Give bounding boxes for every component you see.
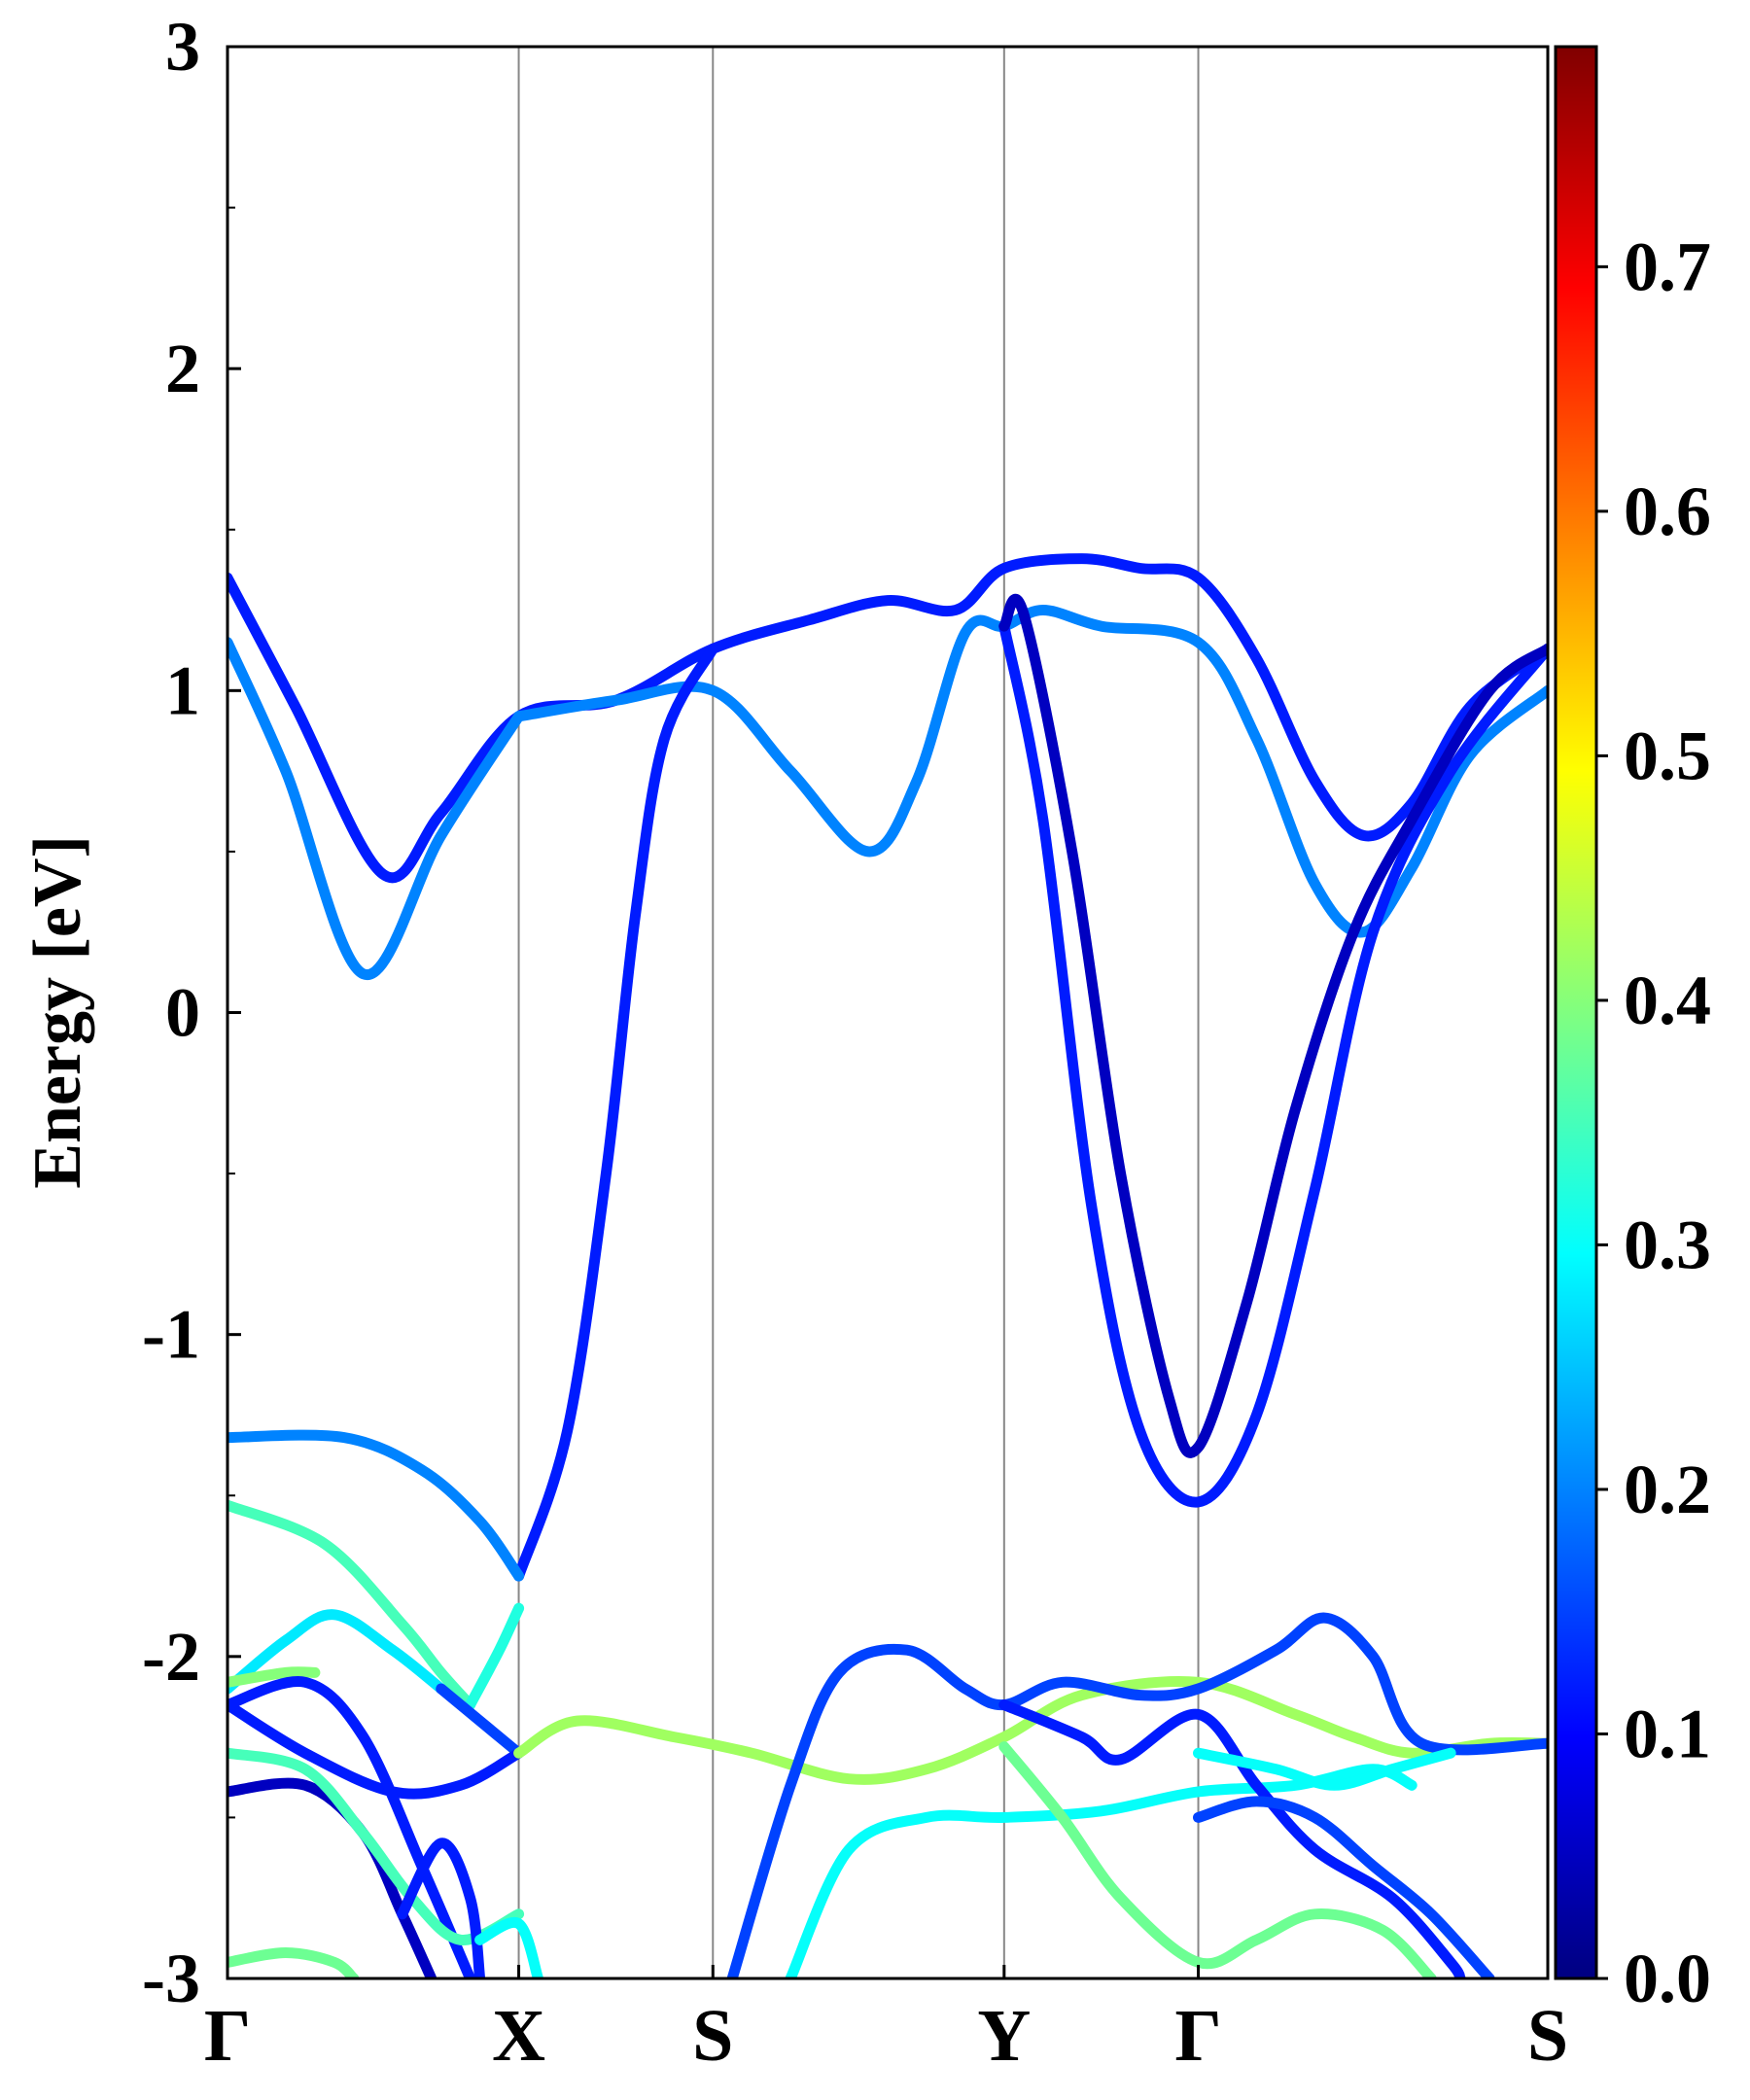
colorbar-gradient (1554, 45, 1598, 1980)
colorbar-tick-label: 0.4 (1624, 962, 1711, 1039)
y-tick-label: 1 (165, 651, 200, 729)
x-tick-label: S (1527, 1995, 1568, 2077)
kpoint-grid-lines (517, 47, 1200, 1978)
y-tick-label: -2 (142, 1618, 200, 1696)
x-tick-label: S (692, 1995, 733, 2077)
colorbar: 0.0 0.1 0.2 0.3 0.4 0.5 0.6 0.7 (1554, 45, 1711, 2017)
colorbar-tick-label: 0.2 (1624, 1451, 1711, 1528)
y-tick-label: -1 (142, 1296, 200, 1374)
x-tick-label: X (492, 1995, 545, 2077)
y-tick-label: 3 (165, 8, 200, 86)
colorbar-tick-label: 0.1 (1624, 1695, 1711, 1772)
band-line-20 (726, 1612, 1548, 1978)
band-line-11 (228, 1666, 321, 1688)
band-line-1 (228, 637, 525, 980)
band-line-17 (474, 1916, 543, 1978)
band-line-14 (228, 1676, 476, 1978)
colorbar-tick-label: 0.6 (1624, 472, 1711, 550)
x-tick-label: Γ (1174, 1995, 1221, 2077)
band-lines (228, 553, 1548, 1978)
band-line-21 (785, 1764, 1418, 1978)
band-line-10 (436, 1683, 525, 1759)
band-line-15 (228, 1747, 525, 1945)
band-line-8 (465, 1602, 525, 1710)
band-line-9 (228, 1609, 447, 1695)
band-line-22 (998, 1699, 1466, 1978)
band-line-5 (998, 593, 1548, 1458)
x-tick-label: Y (977, 1995, 1031, 2077)
band-line-4 (998, 620, 1548, 1508)
band-line-19 (513, 1675, 1548, 1785)
band-line-0 (228, 553, 1548, 884)
colorbar-tick-label: 0.0 (1624, 1940, 1711, 2017)
y-tick-label: -3 (142, 1940, 200, 2017)
y-axis-ticks: -3 -2 -1 0 1 2 3 (142, 8, 241, 2017)
y-tick-label: 2 (165, 330, 200, 407)
colorbar-tick-label: 0.7 (1624, 228, 1711, 305)
band-line-25 (1193, 1796, 1495, 1978)
band-line-3 (513, 643, 718, 1582)
y-axis-label: Energy [eV] (20, 835, 95, 1189)
band-line-18 (228, 1947, 360, 1978)
band-line-6 (228, 1429, 525, 1582)
band-line-7 (228, 1499, 476, 1710)
band-line-23 (998, 1741, 1437, 1978)
colorbar-tick-label: 0.5 (1624, 717, 1711, 794)
y-tick-label: 0 (165, 974, 200, 1052)
colorbar-tick-label: 0.3 (1624, 1206, 1711, 1283)
band-line-24 (1193, 1747, 1456, 1791)
x-tick-label: Γ (204, 1995, 251, 2077)
